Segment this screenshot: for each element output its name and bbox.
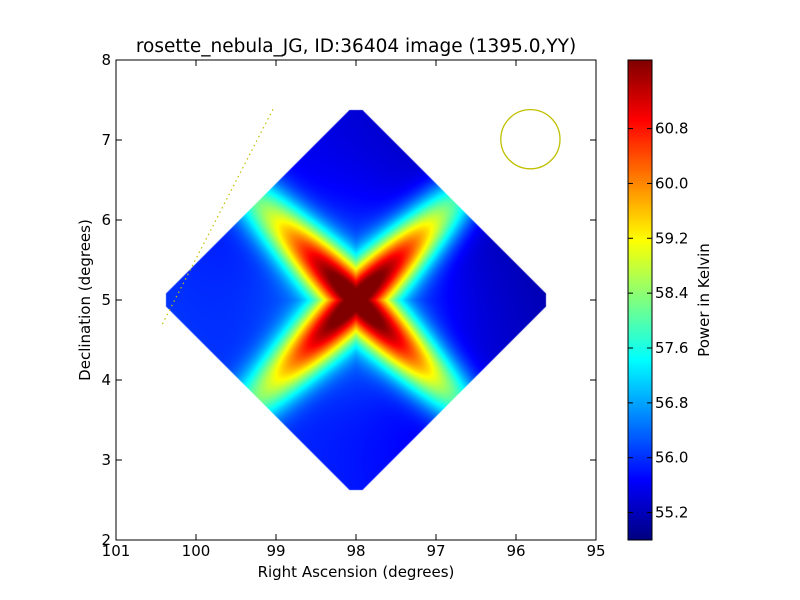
y-tick-label: 2 bbox=[101, 531, 111, 549]
colorbar-tick-label: 60.0 bbox=[655, 174, 688, 192]
colorbar-frame bbox=[627, 59, 653, 541]
beam-circle bbox=[500, 108, 561, 170]
x-tick-label: 95 bbox=[586, 542, 605, 560]
x-axis-ticks: 101 100 99 98 97 96 95 bbox=[102, 60, 606, 560]
colorbar: 55.2 56.0 56.8 57.6 58.4 59.2 60.0 60.8 Power i… bbox=[627, 59, 713, 541]
y-axis-label: Declination (degrees) bbox=[76, 219, 94, 381]
y-tick-label: 4 bbox=[101, 371, 111, 389]
y-tick-label: 5 bbox=[101, 291, 111, 309]
colorbar-tick-label: 60.8 bbox=[655, 120, 688, 138]
heatmap-image bbox=[116, 60, 596, 540]
x-tick-label: 101 bbox=[102, 542, 131, 560]
y-tick-label: 3 bbox=[101, 451, 111, 469]
x-tick-label: 98 bbox=[346, 542, 365, 560]
horizon-line bbox=[161, 107, 275, 325]
y-tick-label: 7 bbox=[101, 131, 111, 149]
colorbar-label: Power in Kelvin bbox=[695, 243, 713, 357]
chart-title: rosette_nebula_JG, ID:36404 image (1395.… bbox=[136, 36, 576, 57]
x-tick-label: 100 bbox=[182, 542, 211, 560]
x-tick-label: 97 bbox=[426, 542, 445, 560]
x-tick-label: 99 bbox=[266, 542, 285, 560]
x-tick-label: 96 bbox=[506, 542, 525, 560]
y-tick-label: 6 bbox=[101, 211, 111, 229]
plot-area: 101 100 99 98 97 96 95 2 3 4 5 6 7 8 bbox=[101, 51, 605, 560]
x-axis-label: Right Ascension (degrees) bbox=[258, 563, 455, 581]
colorbar-tick-label: 58.4 bbox=[655, 284, 688, 302]
colorbar-tick-label: 56.0 bbox=[655, 449, 688, 467]
colorbar-tick-label: 56.8 bbox=[655, 394, 688, 412]
colorbar-tick-label: 55.2 bbox=[655, 504, 688, 522]
colorbar-ticks: 55.2 56.0 56.8 57.6 58.4 59.2 60.0 60.8 bbox=[628, 120, 688, 522]
colorbar-gradient bbox=[628, 60, 652, 540]
y-tick-label: 8 bbox=[101, 51, 111, 69]
colorbar-tick-label: 57.6 bbox=[655, 339, 688, 357]
colorbar-tick-label: 59.2 bbox=[655, 229, 688, 247]
y-axis-ticks: 2 3 4 5 6 7 8 bbox=[101, 51, 596, 549]
